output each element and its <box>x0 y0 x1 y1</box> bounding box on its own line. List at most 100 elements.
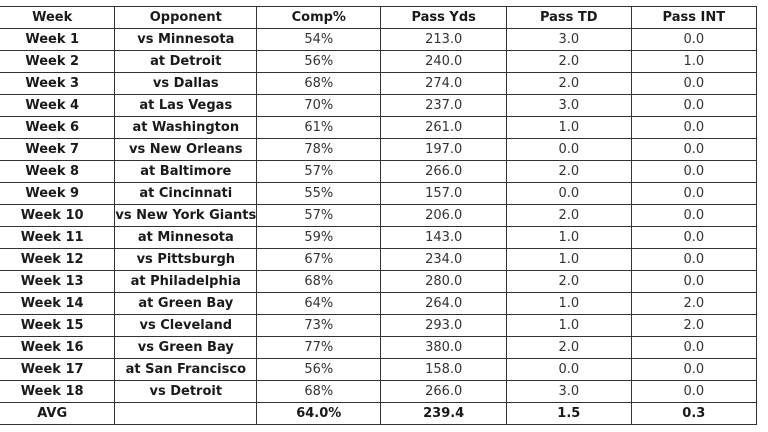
cell-pass-yds: 261.0 <box>380 116 507 139</box>
cell-pass-td: 0.0 <box>505 358 632 381</box>
cell-pass-yds: 280.0 <box>380 270 507 293</box>
cell-opponent: vs Green Bay <box>114 336 258 359</box>
cell-pass-yds: 266.0 <box>380 160 507 183</box>
cell-week: Week 3 <box>0 72 116 95</box>
cell-pass-td: 1.0 <box>505 292 632 315</box>
col-header-pass-td: Pass TD <box>505 6 632 29</box>
cell-opponent: at Green Bay <box>114 292 258 315</box>
cell-pass-int: 0.0 <box>630 204 758 227</box>
cell-pass-int: 0.0 <box>630 138 758 161</box>
cell-comp-pct: 68% <box>256 270 382 293</box>
cell-comp-pct: 54% <box>256 28 382 51</box>
cell-pass-td: 2.0 <box>505 160 632 183</box>
cell-pass-yds: 274.0 <box>380 72 507 95</box>
table-row: Week 18 vs Detroit 68% 266.0 3.0 0.0 <box>0 380 758 403</box>
cell-week: Week 18 <box>0 380 116 403</box>
cell-opponent: at Washington <box>114 116 258 139</box>
table-row: Week 14 at Green Bay 64% 264.0 1.0 2.0 <box>0 292 758 315</box>
cell-pass-td: 1.0 <box>505 226 632 249</box>
cell-pass-yds: 240.0 <box>380 50 507 73</box>
table-row: Week 9 at Cincinnati 55% 157.0 0.0 0.0 <box>0 182 758 205</box>
cell-opponent: vs New Orleans <box>114 138 258 161</box>
cell-pass-td: 1.0 <box>505 248 632 271</box>
cell-pass-td: 2.0 <box>505 204 632 227</box>
cell-pass-int: 2.0 <box>630 314 758 337</box>
cell-opponent: at Baltimore <box>114 160 258 183</box>
cell-opponent: at Las Vegas <box>114 94 258 117</box>
cell-opponent: vs Pittsburgh <box>114 248 258 271</box>
header-row: Week Opponent Comp% Pass Yds Pass TD Pas… <box>0 6 758 29</box>
cell-comp-pct: 68% <box>256 380 382 403</box>
cell-week: Week 10 <box>0 204 116 227</box>
cell-pass-td: 2.0 <box>505 336 632 359</box>
cell-comp-pct: 67% <box>256 248 382 271</box>
cell-opponent: at San Francisco <box>114 358 258 381</box>
cell-pass-yds: 143.0 <box>380 226 507 249</box>
cell-opponent: vs Detroit <box>114 380 258 403</box>
cell-pass-td: 1.0 <box>505 314 632 337</box>
cell-pass-int: 0.0 <box>630 226 758 249</box>
col-header-pass-int: Pass INT <box>630 6 758 29</box>
cell-opponent: at Detroit <box>114 50 258 73</box>
cell-week: Week 11 <box>0 226 116 249</box>
cell-pass-yds: 197.0 <box>380 138 507 161</box>
cell-opponent: vs New York Giants <box>114 204 258 227</box>
average-row: AVG 64.0% 239.4 1.5 0.3 <box>0 402 758 425</box>
col-header-pass-yds: Pass Yds <box>380 6 507 29</box>
cell-pass-int: 0.0 <box>630 116 758 139</box>
cell-comp-pct: 78% <box>256 138 382 161</box>
table-row: Week 2 at Detroit 56% 240.0 2.0 1.0 <box>0 50 758 73</box>
table-row: Week 15 vs Cleveland 73% 293.0 1.0 2.0 <box>0 314 758 337</box>
cell-pass-yds: 264.0 <box>380 292 507 315</box>
table-row: Week 1 vs Minnesota 54% 213.0 3.0 0.0 <box>0 28 758 51</box>
cell-comp-pct: 59% <box>256 226 382 249</box>
cell-pass-td: 3.0 <box>505 94 632 117</box>
cell-pass-yds: 380.0 <box>380 336 507 359</box>
cell-pass-yds: 213.0 <box>380 28 507 51</box>
cell-pass-int: 0.0 <box>630 270 758 293</box>
cell-week: Week 1 <box>0 28 116 51</box>
cell-pass-int: 0.0 <box>630 28 758 51</box>
cell-pass-int: 0.0 <box>630 336 758 359</box>
cell-week: Week 2 <box>0 50 116 73</box>
cell-pass-yds: 237.0 <box>380 94 507 117</box>
table-row: Week 16 vs Green Bay 77% 380.0 2.0 0.0 <box>0 336 758 359</box>
stats-table: Week Opponent Comp% Pass Yds Pass TD Pas… <box>0 6 758 425</box>
cell-pass-int: 0.0 <box>630 380 758 403</box>
cell-comp-pct: 68% <box>256 72 382 95</box>
cell-week: Week 17 <box>0 358 116 381</box>
cell-pass-td: 3.0 <box>505 380 632 403</box>
cell-comp-pct: 77% <box>256 336 382 359</box>
table-row: Week 10 vs New York Giants 57% 206.0 2.0 0.0 <box>0 204 758 227</box>
cell-week: Week 9 <box>0 182 116 205</box>
table-row: Week 6 at Washington 61% 261.0 1.0 0.0 <box>0 116 758 139</box>
cell-pass-td: 0.0 <box>505 182 632 205</box>
cell-opponent: vs Minnesota <box>114 28 258 51</box>
cell-opponent: at Minnesota <box>114 226 258 249</box>
cell-week: Week 13 <box>0 270 116 293</box>
col-header-comp-pct: Comp% <box>256 6 382 29</box>
cell-pass-int: 0.0 <box>630 94 758 117</box>
cell-week: Week 6 <box>0 116 116 139</box>
col-header-opponent: Opponent <box>114 6 258 29</box>
avg-cell-pass-td: 1.5 <box>505 402 632 425</box>
cell-pass-int: 1.0 <box>630 50 758 73</box>
cell-week: Week 7 <box>0 138 116 161</box>
avg-cell-opponent <box>114 402 258 425</box>
cell-comp-pct: 64% <box>256 292 382 315</box>
table-row: Week 4 at Las Vegas 70% 237.0 3.0 0.0 <box>0 94 758 117</box>
table-row: Week 11 at Minnesota 59% 143.0 1.0 0.0 <box>0 226 758 249</box>
cell-pass-int: 0.0 <box>630 72 758 95</box>
cell-opponent: vs Cleveland <box>114 314 258 337</box>
cell-pass-int: 0.0 <box>630 248 758 271</box>
cell-comp-pct: 55% <box>256 182 382 205</box>
cell-week: Week 15 <box>0 314 116 337</box>
cell-comp-pct: 73% <box>256 314 382 337</box>
cell-pass-int: 0.0 <box>630 182 758 205</box>
cell-pass-td: 2.0 <box>505 270 632 293</box>
cell-pass-int: 2.0 <box>630 292 758 315</box>
cell-pass-td: 0.0 <box>505 138 632 161</box>
avg-cell-pass-yds: 239.4 <box>380 402 507 425</box>
cell-pass-td: 1.0 <box>505 116 632 139</box>
cell-pass-td: 3.0 <box>505 28 632 51</box>
